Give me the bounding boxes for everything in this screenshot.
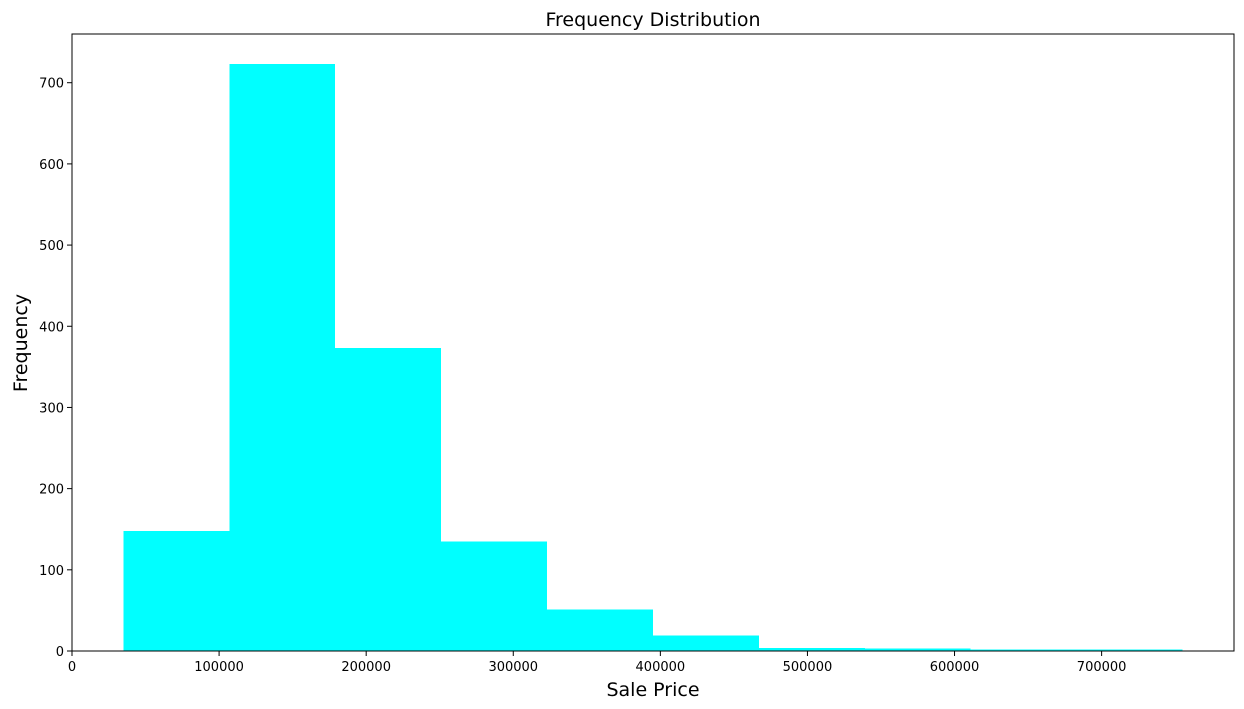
histogram-bar xyxy=(970,649,1077,651)
histogram-bar xyxy=(123,530,230,651)
x-tick-label: 0 xyxy=(68,660,76,675)
x-tick-label: 600000 xyxy=(930,660,980,675)
histogram-bar xyxy=(758,647,865,651)
x-tick-label: 100000 xyxy=(194,660,244,675)
x-tick-label: 400000 xyxy=(636,660,686,675)
y-tick-label: 100 xyxy=(39,564,64,579)
y-tick-label: 700 xyxy=(39,77,64,92)
histogram-bar xyxy=(864,648,971,651)
histogram-bar xyxy=(1076,649,1183,651)
y-tick-label: 400 xyxy=(39,320,64,335)
x-axis-label: Sale Price xyxy=(606,679,699,701)
histogram-bar xyxy=(547,609,653,651)
x-tick-label: 700000 xyxy=(1077,660,1127,675)
x-axis-ticks: 0 100000 200000 300000 400000 500000 600000 700… xyxy=(68,651,1127,675)
chart-title: Frequency Distribution xyxy=(545,9,760,31)
y-axis-label: Frequency xyxy=(10,294,32,392)
histogram-bar xyxy=(335,348,442,651)
x-tick-label: 500000 xyxy=(783,660,833,675)
histogram-bar xyxy=(441,541,548,651)
x-tick-label: 300000 xyxy=(488,660,538,675)
bars-group xyxy=(123,64,1183,652)
plot-frame xyxy=(71,33,1235,652)
histogram-bar xyxy=(229,64,336,652)
x-tick-label: 200000 xyxy=(341,660,391,675)
y-axis-ticks: 0 100 200 300 400 500 600 700 xyxy=(39,77,72,660)
y-tick-label: 600 xyxy=(39,158,64,173)
y-tick-label: 0 xyxy=(56,645,64,660)
y-tick-label: 200 xyxy=(39,483,64,498)
y-tick-label: 500 xyxy=(39,239,64,254)
y-tick-label: 300 xyxy=(39,401,64,416)
histogram-bar xyxy=(652,635,759,651)
